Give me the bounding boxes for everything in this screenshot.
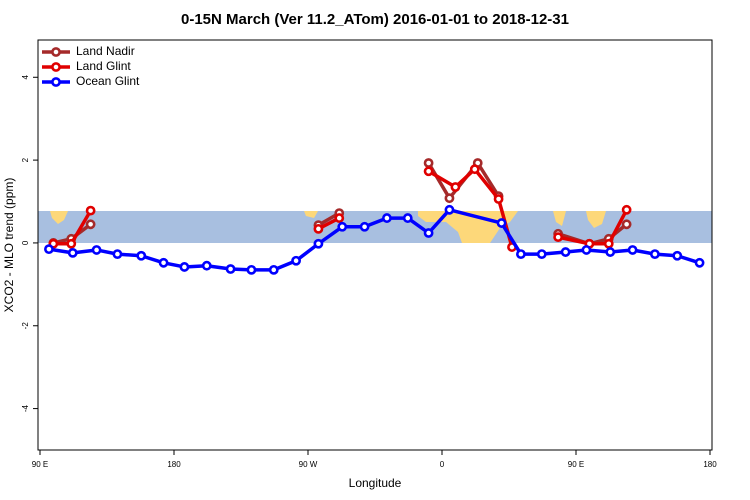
point — [423, 158, 434, 168]
point — [423, 166, 434, 177]
point — [493, 194, 504, 204]
point — [44, 244, 54, 255]
point — [469, 164, 480, 175]
y-tick-label: 0 — [21, 240, 30, 245]
point — [268, 264, 279, 275]
chart-title: 0-15N March (Ver 11.2_ATom) 2016-01-01 t… — [181, 11, 569, 28]
point — [334, 213, 345, 223]
plot-frame — [37, 39, 713, 451]
series — [44, 204, 705, 275]
point — [672, 250, 683, 261]
land — [553, 211, 566, 226]
point — [536, 249, 547, 260]
point — [246, 264, 257, 275]
x-tick-label: 90 W — [299, 460, 318, 469]
x-tick-label: 90 E — [32, 460, 48, 469]
legend-label: Land Nadir — [76, 44, 135, 58]
point — [621, 204, 632, 215]
point — [423, 228, 434, 238]
point — [179, 262, 190, 272]
point — [225, 264, 236, 274]
point — [85, 205, 96, 216]
point — [158, 257, 169, 268]
y-tick-label: 2 — [21, 157, 30, 162]
land — [586, 211, 606, 228]
y-axis-label: XCO2 - MLO trend (ppm) — [2, 178, 16, 313]
point — [313, 238, 324, 249]
point — [627, 245, 638, 255]
point — [337, 221, 348, 232]
point — [112, 249, 123, 260]
point — [67, 247, 78, 258]
x-axis-label: Longitude — [349, 476, 402, 490]
point — [605, 247, 616, 257]
point — [402, 213, 413, 223]
point — [516, 249, 526, 260]
point — [560, 247, 571, 257]
point — [66, 238, 77, 249]
legend-marker — [51, 77, 61, 87]
point — [85, 219, 96, 230]
point — [91, 245, 102, 255]
point — [444, 204, 455, 215]
point — [581, 245, 592, 255]
point — [291, 255, 301, 266]
legend-marker — [51, 62, 61, 72]
x-tick-label: 180 — [703, 460, 717, 469]
point — [444, 193, 455, 204]
point — [201, 260, 212, 271]
point — [382, 213, 392, 223]
x-tick-label: 0 — [440, 460, 445, 469]
y-tick-label: -4 — [21, 404, 30, 412]
land — [50, 211, 68, 224]
point — [621, 219, 632, 230]
point — [694, 257, 705, 268]
point — [650, 249, 660, 260]
map-band — [38, 211, 712, 243]
y-tick-label: 4 — [21, 74, 30, 79]
legend-label: Land Glint — [76, 59, 131, 73]
point — [313, 223, 324, 234]
legend-label: Ocean Glint — [76, 74, 140, 88]
x-tick-label: 180 — [167, 460, 181, 469]
point — [553, 232, 564, 243]
point — [136, 250, 147, 261]
point — [359, 221, 370, 232]
land — [304, 211, 318, 218]
x-tick-label: 90 E — [568, 460, 584, 469]
point — [496, 218, 507, 228]
legend-marker — [51, 47, 61, 57]
point — [450, 182, 461, 192]
y-tick-label: -2 — [21, 322, 30, 330]
point — [603, 238, 614, 249]
